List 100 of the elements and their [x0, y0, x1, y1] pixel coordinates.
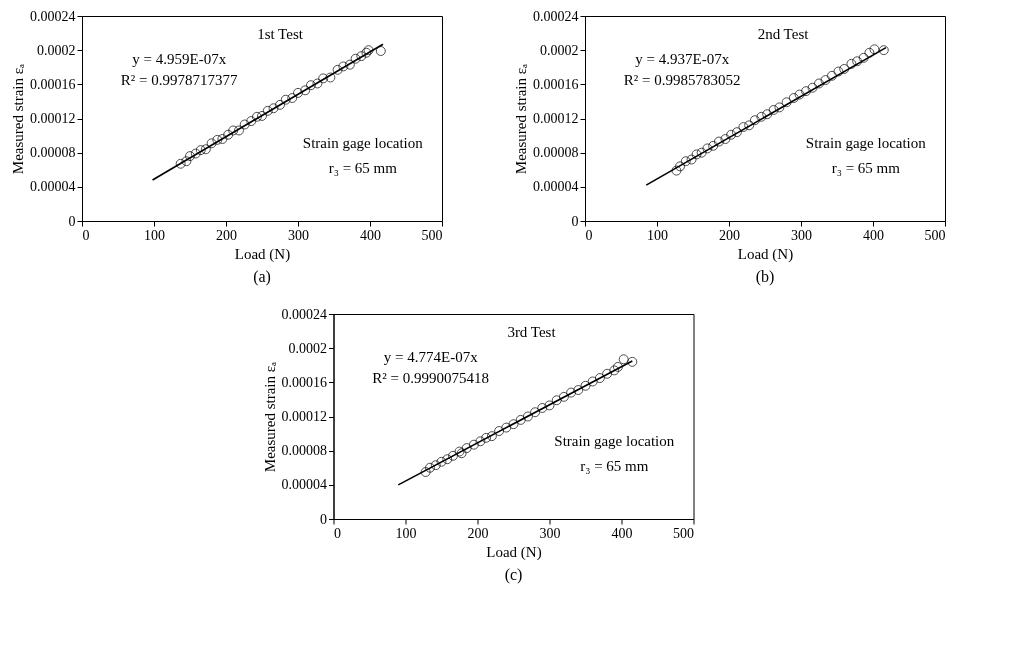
point [801, 86, 812, 97]
y-tick-label: 0.00024 [30, 8, 76, 24]
point [720, 134, 731, 144]
point [425, 462, 435, 473]
y-tick-label: 0.0002 [540, 42, 579, 58]
point [305, 80, 316, 91]
point [530, 407, 541, 418]
x-tick-label: 100 [647, 227, 668, 243]
point [788, 93, 799, 103]
point [217, 134, 228, 144]
y-tick-label: 0.00016 [30, 76, 76, 92]
y-tick-label: 0.00008 [533, 145, 579, 161]
point [680, 156, 691, 167]
point [814, 78, 824, 89]
point [671, 165, 682, 176]
point [609, 365, 620, 376]
annotation: r₃ = 65 mm [328, 159, 398, 176]
x-tick-label: 500 [924, 227, 946, 243]
y-tick-label: 0.00008 [281, 443, 327, 459]
point [878, 45, 889, 56]
point [551, 395, 562, 406]
x-tick-label: 200 [216, 227, 237, 243]
point [448, 450, 458, 461]
point [300, 85, 311, 96]
point [515, 414, 526, 425]
point [325, 72, 336, 83]
point [338, 61, 349, 72]
point [293, 87, 303, 98]
y-tick-label: 0.00004 [30, 179, 76, 195]
y-tick-label: 0.00012 [533, 111, 579, 126]
point [206, 138, 217, 149]
point [356, 51, 367, 62]
point [627, 356, 638, 367]
point [686, 154, 697, 165]
x-tick-label: 500 [673, 525, 694, 541]
point [195, 145, 206, 156]
point [846, 58, 857, 69]
text: (b) [755, 268, 775, 286]
point [594, 373, 605, 384]
point [708, 140, 719, 151]
x-tick-label: 0 [334, 525, 341, 541]
point [833, 66, 844, 77]
y-tick-label: 0.00008 [30, 145, 76, 161]
x-tick-label: 300 [791, 227, 812, 243]
x-axis-title: Load (N) [737, 245, 794, 263]
point [580, 380, 591, 391]
y-tick-label: 0 [68, 213, 76, 229]
point [287, 93, 298, 103]
point [738, 122, 749, 132]
x-tick-label: 400 [863, 227, 884, 243]
point [494, 426, 505, 436]
y-tick-label: 0.00012 [281, 409, 327, 424]
annotation: R² = 0.9990075418 [372, 369, 490, 386]
x-tick-label: 300 [539, 525, 561, 541]
point [726, 129, 737, 140]
x-tick-label: 400 [360, 227, 381, 243]
point [522, 411, 533, 422]
point [436, 456, 447, 467]
point [175, 158, 186, 169]
point [749, 115, 760, 126]
point [762, 109, 773, 120]
annotation: Strain gage location [554, 433, 675, 450]
point [481, 432, 492, 443]
point [602, 368, 613, 379]
annotation: R² = 0.9985783052 [623, 71, 741, 88]
y-axis-title: Measured strain εₐ [10, 63, 26, 175]
point [275, 99, 285, 110]
point [587, 376, 598, 387]
point [544, 400, 555, 411]
point [558, 391, 569, 402]
point [344, 59, 355, 70]
y-tick-label: 0.00024 [533, 8, 579, 24]
x-tick-label: 500 [421, 227, 443, 243]
x-axis-title: Load (N) [486, 543, 542, 561]
point [820, 75, 831, 86]
point [864, 47, 875, 58]
y-axis-title: Measured strain εₐ [261, 361, 278, 473]
point [768, 105, 779, 115]
point [618, 354, 629, 365]
text: 2nd Test [757, 26, 810, 43]
x-tick-label: 100 [395, 525, 417, 541]
point [430, 460, 441, 471]
y-tick-label: 0.00024 [281, 306, 327, 322]
x-tick-label: 200 [467, 525, 489, 541]
y-tick-label: 0 [320, 511, 327, 527]
x-tick-label: 200 [719, 227, 740, 243]
point [190, 148, 201, 159]
point [312, 78, 323, 89]
y-tick-label: 0.00004 [281, 477, 327, 493]
point [461, 443, 472, 454]
point [375, 46, 386, 56]
annotation: Strain gage location [302, 135, 424, 152]
point [332, 64, 343, 75]
x-tick-label: 400 [611, 525, 633, 541]
point [731, 127, 742, 138]
point [233, 125, 244, 136]
x-axis-title: Load (N) [234, 245, 291, 263]
text: (a) [253, 268, 271, 286]
point [257, 110, 267, 121]
point [200, 144, 211, 155]
